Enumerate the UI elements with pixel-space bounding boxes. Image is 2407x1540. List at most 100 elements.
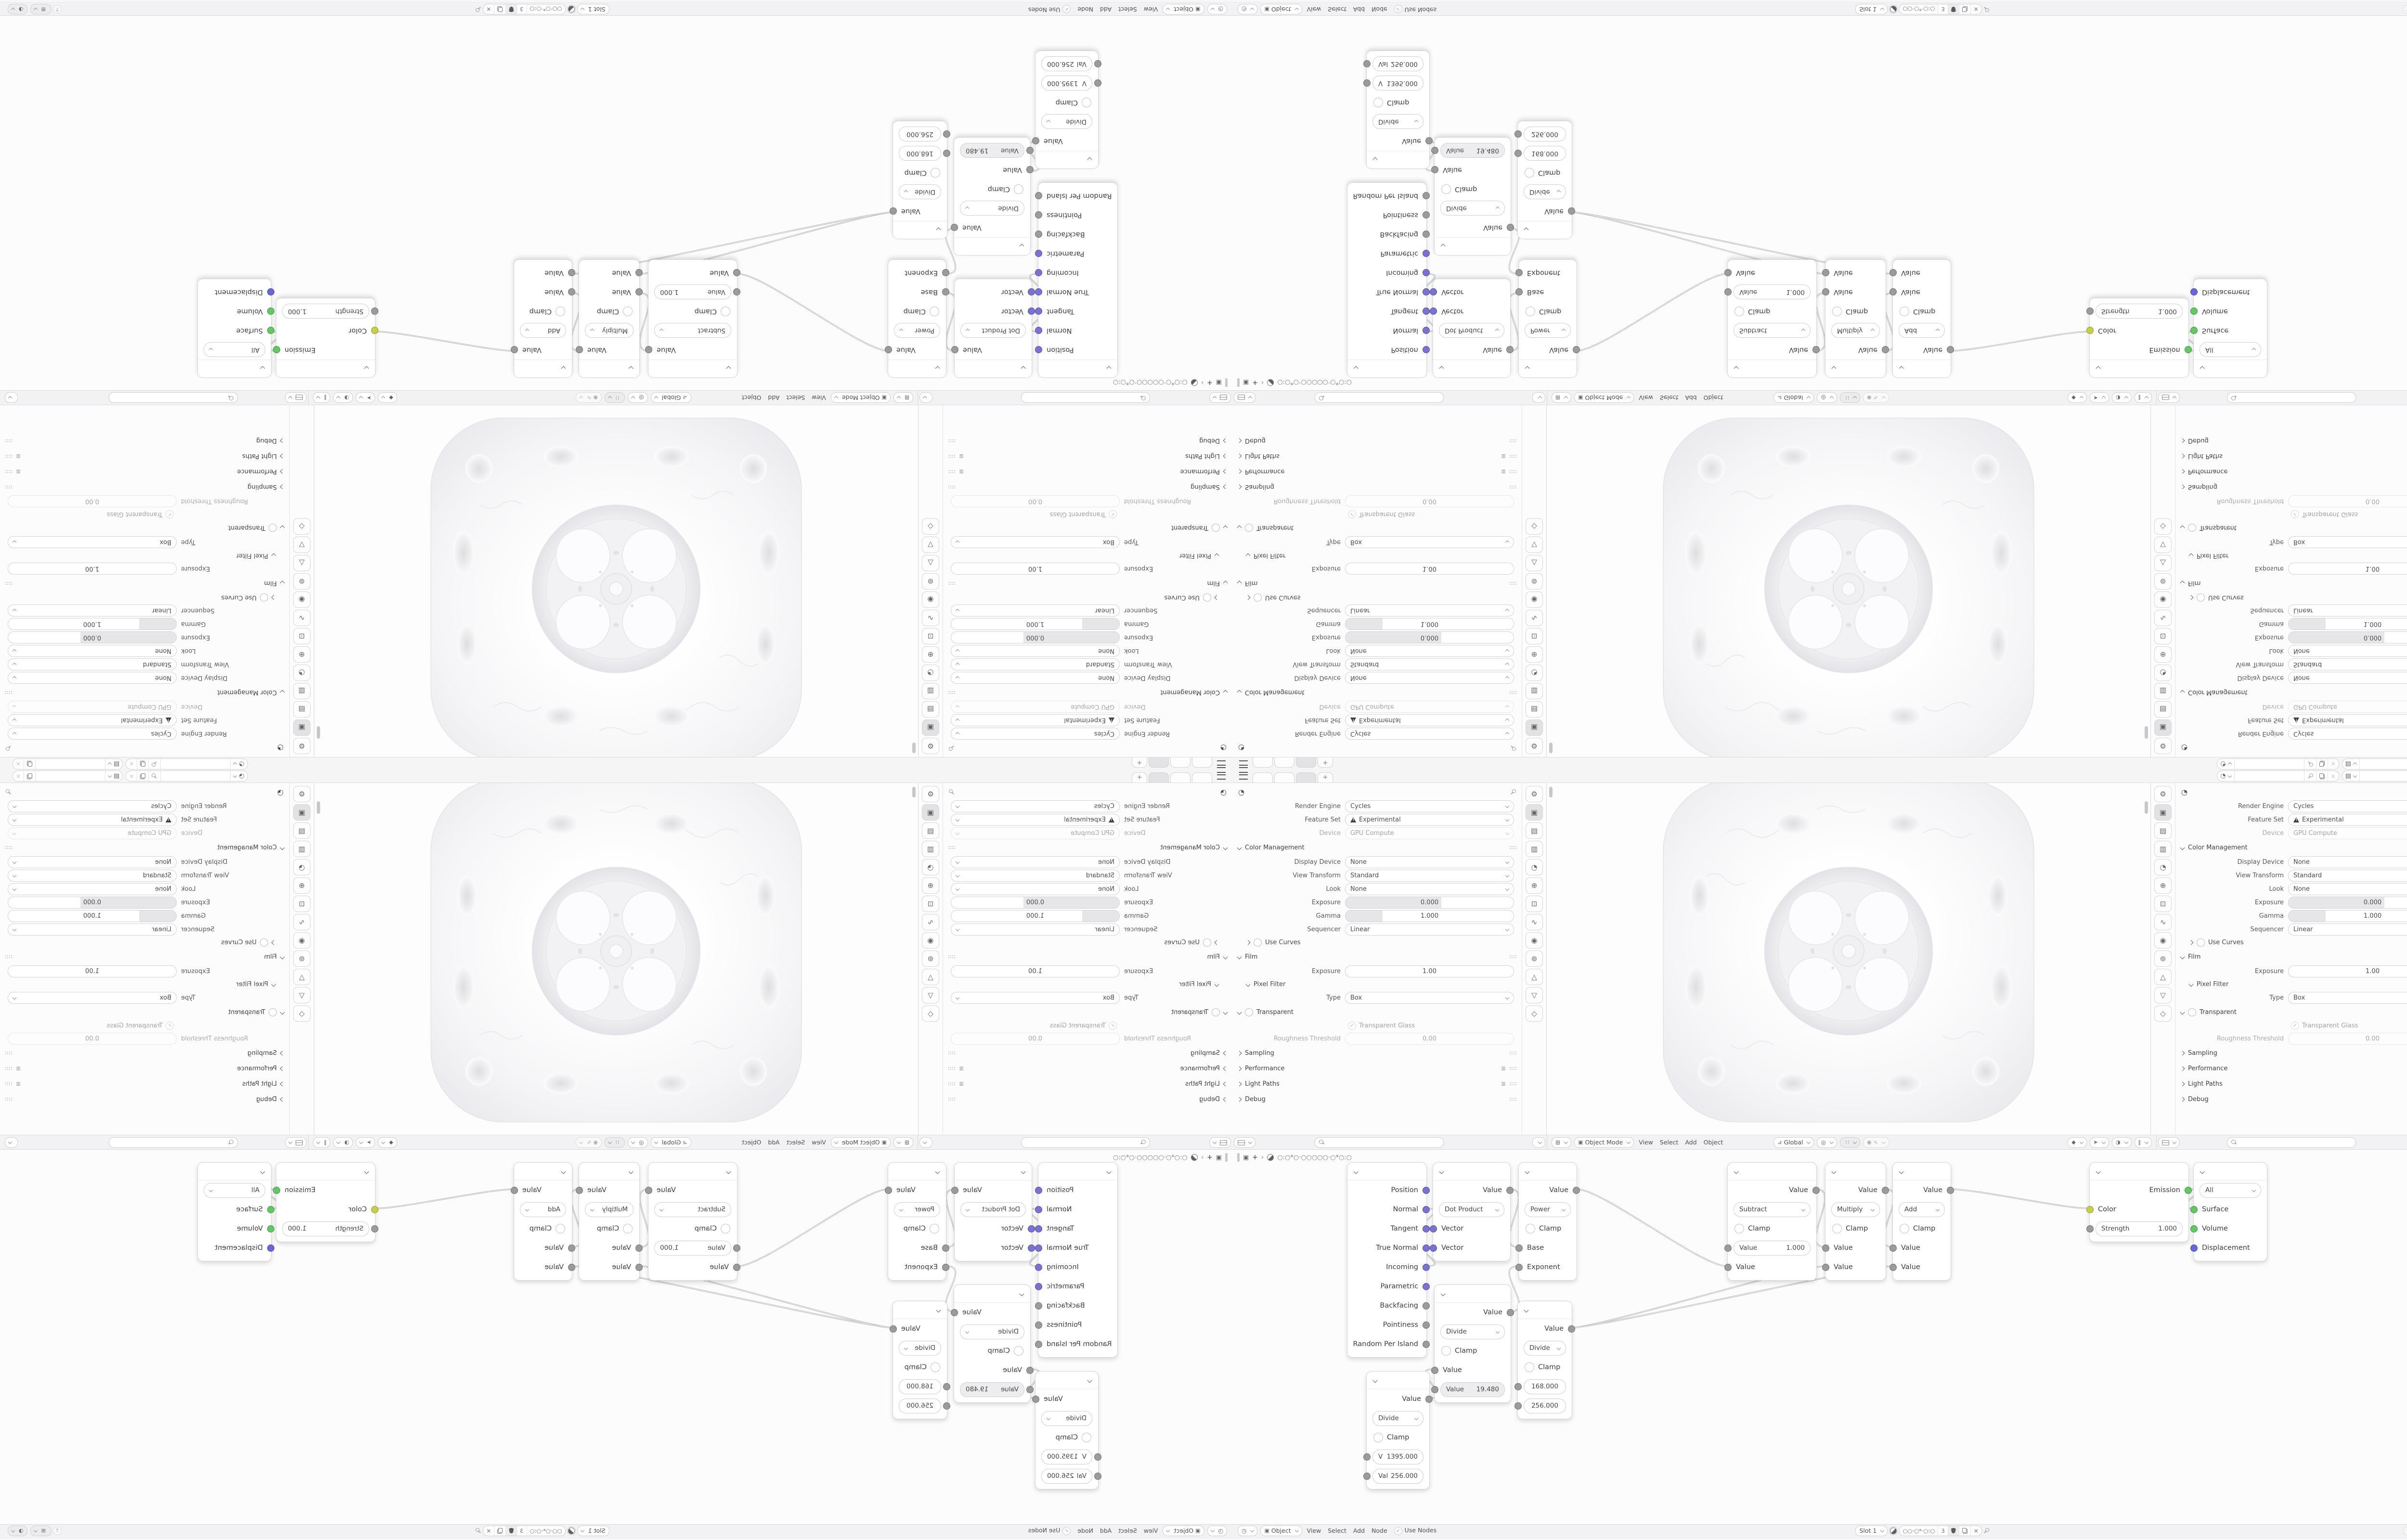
node-value-field[interactable]: Strength 1.000	[2096, 304, 2183, 319]
options-dropdown[interactable]	[5, 392, 18, 403]
property-dropdown[interactable]: None	[951, 883, 1120, 895]
viewport-menu-add[interactable]: Add	[1685, 394, 1697, 401]
shading-mode-dropdown[interactable]: ◑	[333, 392, 353, 403]
section-checkbox[interactable]	[269, 1008, 277, 1016]
properties-tab-modifier-icon[interactable]: ∿	[1526, 610, 1543, 626]
view-layer-icon[interactable]: ▤	[2342, 771, 2360, 781]
snapping-dropdown[interactable]: ⊞	[30, 4, 52, 15]
node-power[interactable]: Value Power Clamp Base Exponent	[1515, 1162, 1580, 1281]
output-socket[interactable]	[1035, 269, 1042, 276]
gizmo-camera-dropdown[interactable]: ◆	[2068, 1137, 2087, 1148]
gizmo-pointer-dropdown[interactable]: ➤	[2089, 392, 2109, 403]
output-socket[interactable]	[273, 346, 280, 353]
toggle-row[interactable]: Use Curves	[943, 936, 1232, 949]
node-header[interactable]	[1893, 359, 1951, 377]
grip-icon[interactable]	[1509, 581, 1517, 585]
node-enum-dropdown[interactable]: All	[204, 342, 265, 358]
panel-section-header[interactable]: Film	[943, 576, 1232, 591]
properties-tab-tool-icon[interactable]: ⚙	[293, 786, 311, 802]
node-add[interactable]: Value Add Clamp Value Value	[1889, 1162, 1954, 1281]
property-field[interactable]: 1.00	[1345, 563, 1514, 575]
property-dropdown[interactable]: Box	[8, 991, 177, 1004]
output-socket[interactable]	[951, 1309, 958, 1316]
panel-section-header[interactable]: Transparent	[943, 520, 1232, 536]
snapping-dropdown[interactable]: ∷	[1839, 1137, 1860, 1148]
node-header[interactable]	[888, 1163, 946, 1181]
proportional-dropdown[interactable]: ◉ ∿	[1863, 392, 1889, 403]
copy-icon[interactable]	[24, 759, 36, 769]
pause-dropdown[interactable]: ‖	[2134, 392, 2152, 403]
node-divide-1[interactable]: Value Divide Clamp Value Value 19.480	[1431, 137, 1514, 256]
viewport-scroll-nub[interactable]	[912, 743, 916, 753]
node-multiply[interactable]: Value Multiply Clamp Value Value	[576, 1162, 643, 1281]
output-socket[interactable]	[1573, 346, 1580, 353]
panel-section-header[interactable]: Light Paths≣	[0, 449, 289, 464]
panel-section-header[interactable]: Transparent	[2175, 1004, 2407, 1020]
property-dropdown[interactable]: GPU Compute	[8, 827, 177, 839]
node-header[interactable]	[1038, 1163, 1117, 1181]
gizmo-pointer-dropdown[interactable]: ➤	[356, 1137, 375, 1148]
fake-user-shield-icon[interactable]	[505, 4, 517, 14]
proportional-dropdown[interactable]: ◉ ∿	[576, 1137, 602, 1148]
copy-icon[interactable]	[1959, 1526, 1971, 1536]
pause-dropdown[interactable]: ‖	[313, 392, 331, 403]
output-socket[interactable]	[1035, 211, 1042, 218]
node-header[interactable]	[955, 359, 1032, 377]
property-dropdown[interactable]: Standard	[2288, 869, 2407, 882]
id-datablock-selector[interactable]: ◔ ×	[126, 758, 248, 770]
pin-icon[interactable]	[476, 7, 481, 13]
panel-subsection-header[interactable]: Pixel Filter	[1232, 978, 1522, 991]
node-header[interactable]	[888, 359, 946, 377]
filter-dropdown[interactable]	[2158, 392, 2180, 403]
input-socket[interactable]	[2190, 1225, 2198, 1232]
pin-icon[interactable]	[148, 759, 161, 769]
grip-icon[interactable]	[1509, 691, 1517, 694]
node-enum-dropdown[interactable]: Divide	[1372, 1411, 1423, 1426]
node-enum-dropdown[interactable]: Dot Product	[960, 323, 1026, 338]
properties-tab-particles-icon[interactable]: ◉	[1526, 932, 1543, 949]
input-socket[interactable]	[1028, 1245, 1035, 1252]
node-enum-dropdown[interactable]: Subtract	[654, 1202, 731, 1217]
viewport-menu-view[interactable]: View	[812, 1139, 826, 1146]
list-specials-icon[interactable]: ≣	[959, 1080, 964, 1087]
checkbox-row[interactable]: ✓ Transparent Glass	[0, 1020, 289, 1032]
property-dropdown[interactable]: Linear	[1345, 604, 1514, 617]
search-input[interactable]	[1315, 392, 1444, 403]
search-input[interactable]	[2227, 392, 2356, 403]
material-id-selector[interactable]: ○○·○*·○:○ 3 ×	[483, 1525, 566, 1536]
collapse-icon[interactable]	[364, 1169, 369, 1174]
options-dropdown[interactable]	[1532, 392, 1545, 403]
properties-tab-physics-icon[interactable]: ⊚	[1526, 573, 1543, 590]
node-checkbox[interactable]: Clamp	[597, 1224, 639, 1233]
id-name-field[interactable]	[2234, 759, 2304, 769]
property-dropdown[interactable]: None	[2288, 645, 2407, 657]
panel-subsection-header[interactable]: Pixel Filter	[1232, 549, 1522, 562]
3d-viewport[interactable]	[314, 783, 918, 1135]
node-checkbox[interactable]: Clamp	[905, 168, 947, 178]
input-socket[interactable]	[371, 327, 378, 334]
output-socket[interactable]	[1423, 308, 1430, 315]
pin-icon[interactable]	[148, 771, 161, 781]
area-resize-handle[interactable]	[1225, 1153, 1228, 1162]
property-dropdown[interactable]: Box	[8, 536, 177, 549]
property-dropdown[interactable]: GPU Compute	[8, 701, 177, 713]
collapse-icon[interactable]	[629, 367, 633, 371]
checkbox-row[interactable]: ✓ Transparent Glass	[1232, 508, 1522, 520]
shader-node-editor[interactable]: ▣ + › ○:○*○·○○○○○·○*○:○ Position Normal Tangen…	[0, 1150, 1232, 1524]
property-field[interactable]: 1.00	[2288, 965, 2407, 977]
snapping-dropdown[interactable]: ⊞	[30, 1525, 52, 1536]
viewport-scroll-nub[interactable]	[317, 726, 320, 739]
properties-tab-render-icon[interactable]: ▣	[2154, 804, 2172, 821]
section-checkbox[interactable]	[2188, 524, 2196, 532]
node-value-field[interactable]: 256.000	[1524, 1398, 1566, 1413]
collapse-icon[interactable]	[1087, 1378, 1092, 1383]
property-dropdown[interactable]: Box	[951, 536, 1120, 549]
node-enum-dropdown[interactable]: Dot Product	[1439, 1202, 1504, 1217]
grip-icon[interactable]	[5, 846, 13, 849]
collapse-icon[interactable]	[1441, 244, 1445, 249]
output-socket[interactable]	[1506, 1187, 1514, 1194]
grip-icon[interactable]	[948, 439, 956, 443]
input-socket[interactable]	[1363, 79, 1371, 87]
mode-selector[interactable]: ▣ Object Mode	[830, 1137, 891, 1148]
node-checkbox[interactable]: Clamp	[904, 1224, 946, 1233]
